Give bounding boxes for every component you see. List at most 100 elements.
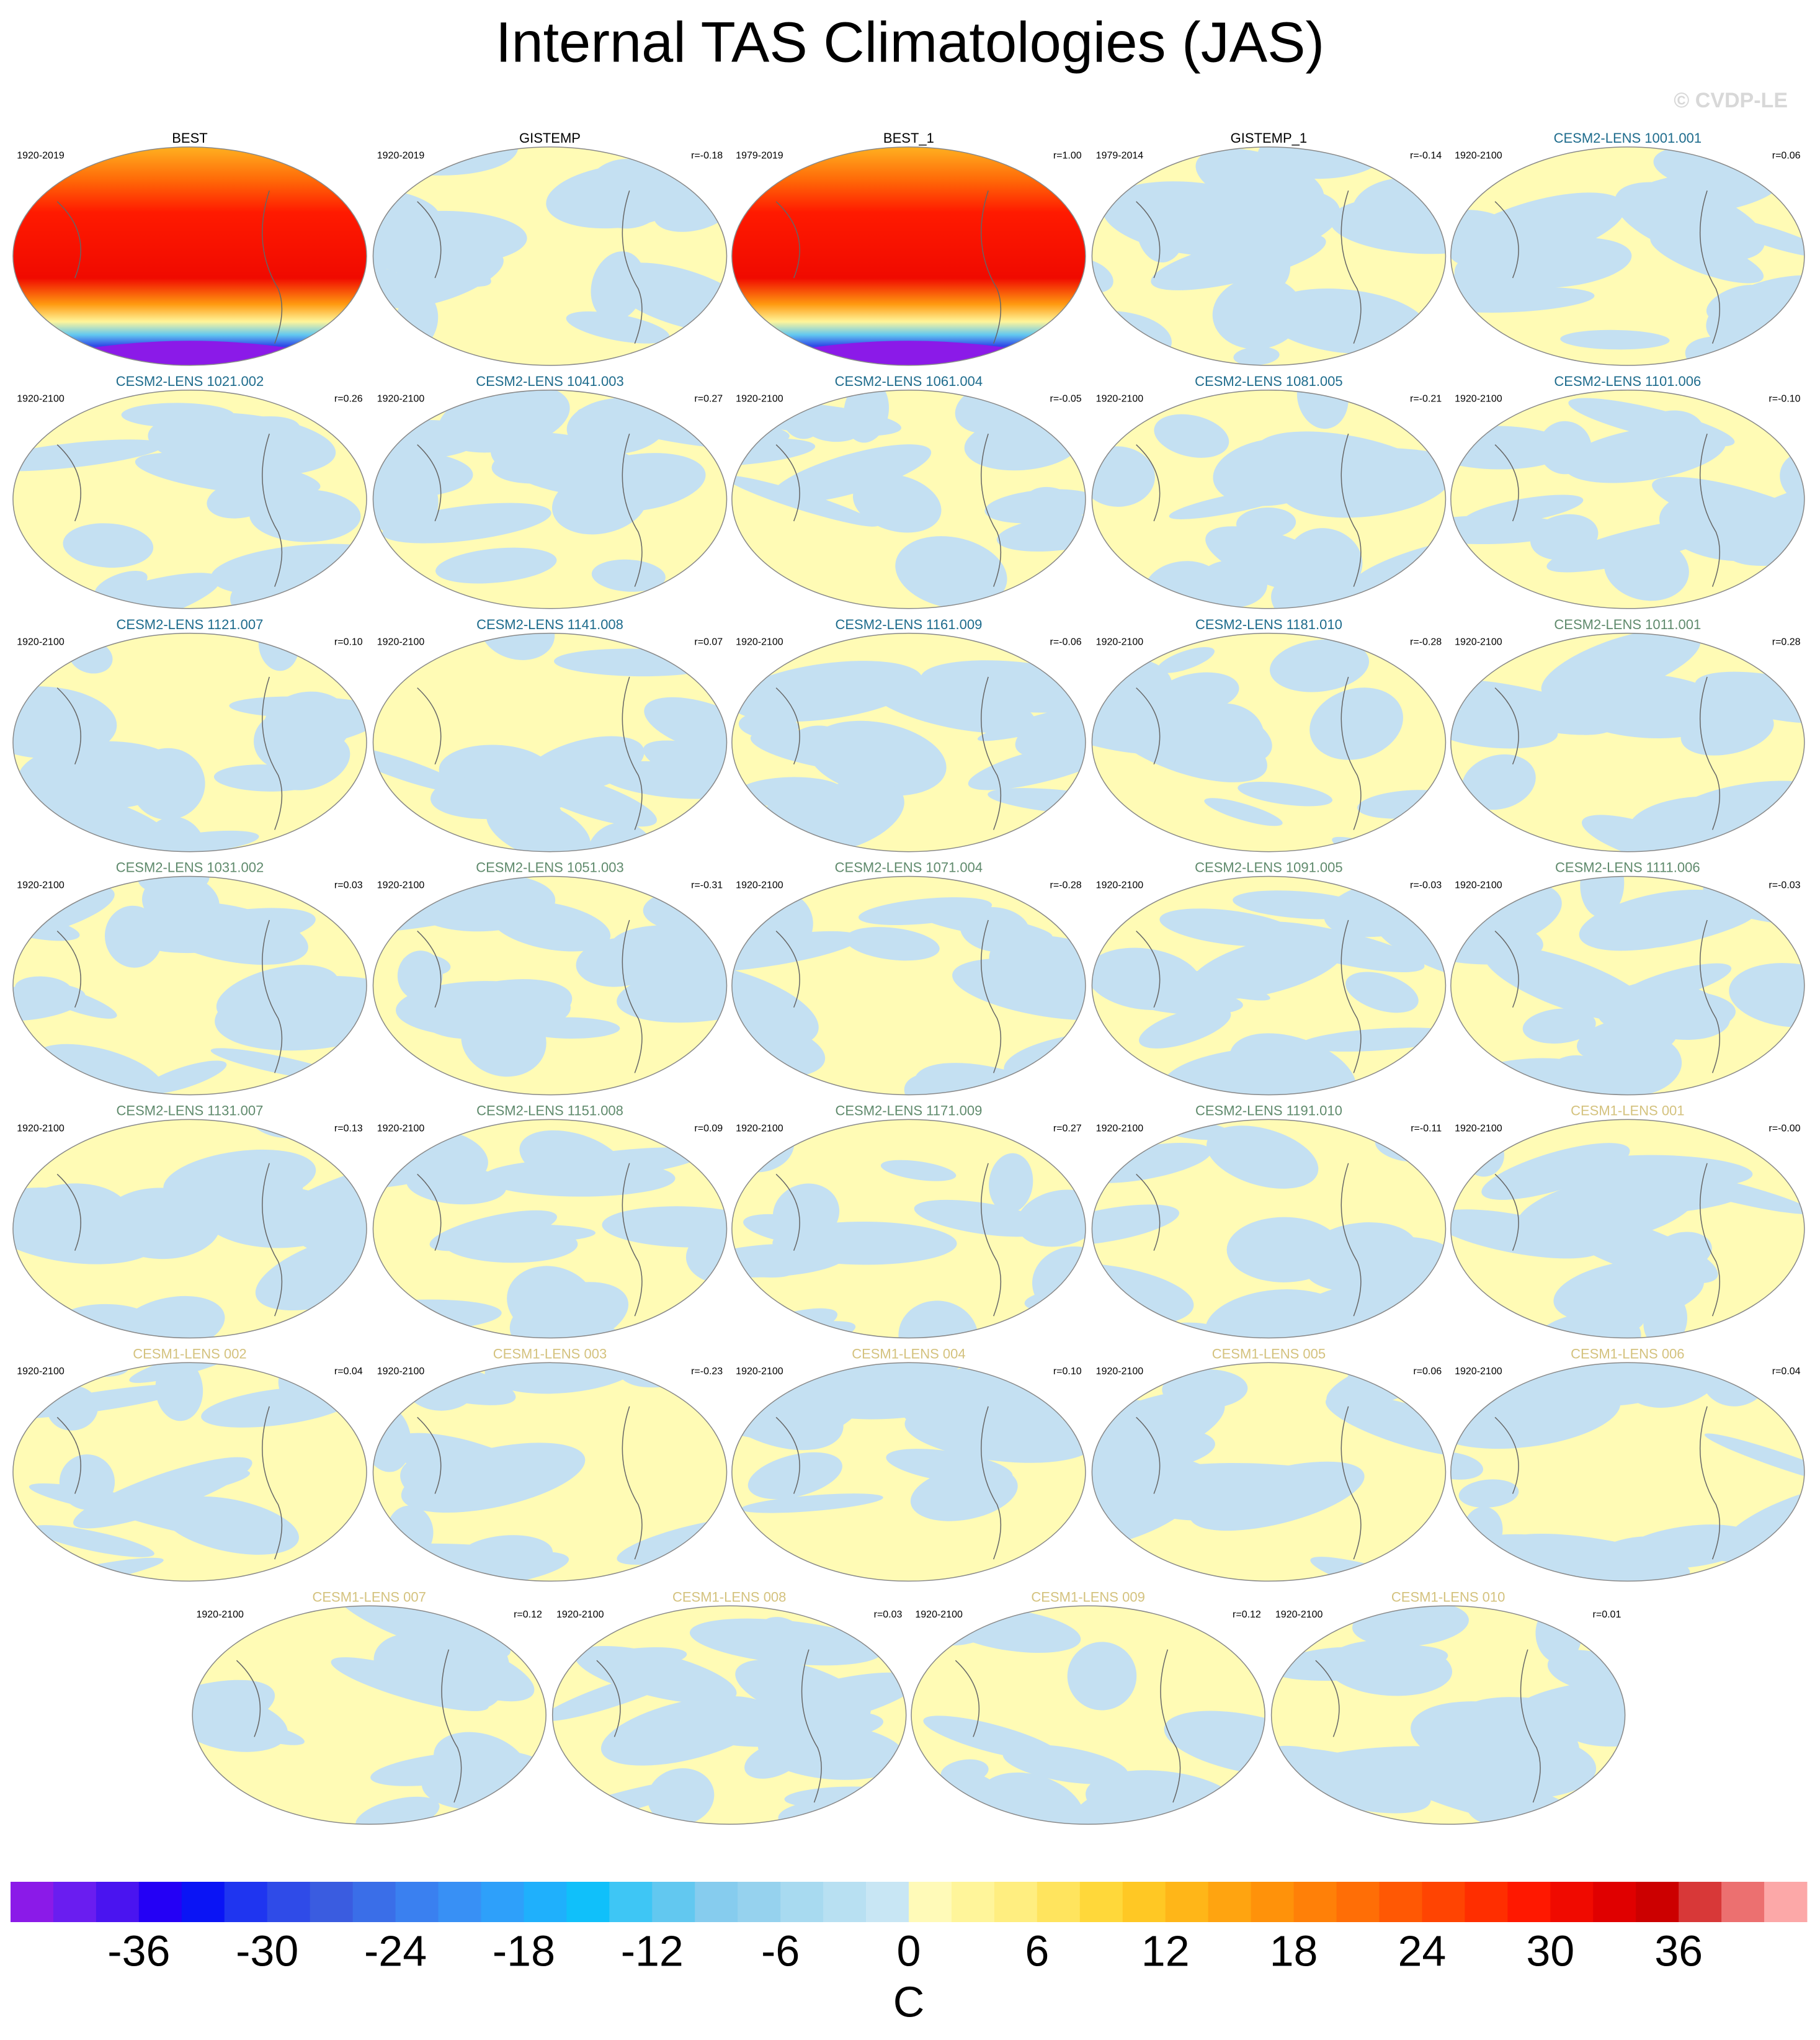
colorbar-box <box>1507 1882 1551 1922</box>
map-outline <box>12 1362 367 1582</box>
coastline <box>1494 1406 1721 1560</box>
coastline <box>596 1649 822 1803</box>
anomaly-region <box>355 1796 440 1825</box>
panel-r: r=0.26 <box>334 394 363 405</box>
panel-years: 1920-2100 <box>1455 1366 1502 1377</box>
anomaly-region <box>607 840 727 852</box>
anomaly-region <box>1190 1461 1365 1531</box>
panel-r: r=-0.21 <box>1410 394 1442 405</box>
panel-r: r=0.10 <box>1053 1366 1082 1377</box>
panel-r: r=0.09 <box>694 1123 723 1134</box>
colorbar-box <box>96 1882 140 1922</box>
colorbar-box <box>951 1882 995 1922</box>
colorbar-box <box>1593 1882 1636 1922</box>
anomaly-region <box>522 1147 704 1181</box>
panel-r: r=-0.14 <box>1410 151 1442 161</box>
anomaly-region <box>1487 766 1527 787</box>
panel-title: CESM2-LENS 1061.004 <box>835 374 983 389</box>
map-field <box>1271 1606 1625 1825</box>
panel-r: r=0.27 <box>694 394 723 405</box>
anomaly-region <box>480 633 555 660</box>
anomaly-region <box>1450 515 1569 545</box>
colorbar-box <box>1079 1882 1123 1922</box>
colorbar-box <box>1336 1882 1380 1922</box>
colorbar-tick-label: 6 <box>1025 1926 1049 1975</box>
anomaly-region <box>591 559 666 592</box>
panel-title: CESM2-LENS 1171.009 <box>835 1103 982 1119</box>
panel-r: r=0.13 <box>334 1123 363 1134</box>
map-panel: CESM1-LENS 007 1920-2100 r=0.12 <box>192 1589 546 1825</box>
panel-years: 1920-2100 <box>17 637 65 648</box>
colorbar-box <box>1122 1882 1166 1922</box>
panel-years: 1920-2100 <box>1096 1366 1144 1377</box>
map-outline <box>1450 875 1805 1096</box>
anomaly-region <box>741 1493 883 1513</box>
panel-r: r=0.27 <box>1053 1123 1082 1134</box>
anomaly-region <box>1604 535 1689 601</box>
panel-r: r=0.06 <box>1413 1366 1442 1377</box>
anomaly-region <box>1212 277 1303 349</box>
map-field <box>192 1606 546 1825</box>
panel-title: CESM2-LENS 1181.010 <box>1195 617 1342 632</box>
colorbar-box <box>738 1882 781 1922</box>
anomaly-region <box>1157 646 1215 673</box>
colorbar-box <box>481 1882 524 1922</box>
colorbar-box <box>652 1882 695 1922</box>
panel-title: CESM2-LENS 1001.001 <box>1554 130 1702 146</box>
anomaly-region <box>147 830 259 852</box>
colorbar-tick-label: -24 <box>364 1926 427 1975</box>
panel-r: r=-0.31 <box>691 880 723 890</box>
map-background <box>731 146 1086 365</box>
colorbar-box <box>310 1882 354 1922</box>
panel-title: CESM2-LENS 1071.004 <box>835 860 983 875</box>
anomaly-region <box>1515 1173 1698 1246</box>
anomaly-region <box>373 746 468 794</box>
colorbar-box <box>695 1882 738 1922</box>
anomaly-region <box>1233 346 1280 365</box>
anomaly-region <box>1612 982 1731 1040</box>
coastline <box>417 1163 643 1317</box>
anomaly-region <box>490 901 611 952</box>
anomaly-region <box>566 311 670 344</box>
coastline <box>775 190 1002 344</box>
anomaly-region <box>1522 1008 1596 1044</box>
panel-title: BEST_1 <box>883 130 934 146</box>
anomaly-region <box>1580 876 1625 918</box>
panel-title: CESM2-LENS 1081.005 <box>1195 374 1342 389</box>
anomaly-region <box>516 797 564 852</box>
panel-years: 1920-2100 <box>377 637 425 648</box>
panel-years: 1920-2100 <box>196 1609 244 1620</box>
anomaly-region <box>948 1459 1005 1511</box>
panel-years: 1920-2100 <box>556 1609 604 1620</box>
anomaly-region <box>609 925 727 991</box>
anomaly-region <box>1450 1209 1601 1259</box>
map-outline <box>1091 875 1447 1096</box>
anomaly-region <box>731 475 878 527</box>
anomaly-region <box>1582 1032 1682 1095</box>
anomaly-region <box>574 1645 737 1704</box>
anomaly-region <box>1454 240 1576 297</box>
panel-years: 1920-2100 <box>1096 637 1144 648</box>
map-outline <box>731 389 1086 609</box>
anomaly-region <box>996 515 1086 552</box>
anomaly-region <box>1484 946 1654 1023</box>
anomaly-region <box>1023 717 1069 776</box>
anomaly-region <box>644 697 727 755</box>
anomaly-region <box>59 1454 115 1510</box>
anomaly-region <box>984 489 1086 524</box>
anomaly-region <box>643 740 727 799</box>
anomaly-region <box>249 489 361 542</box>
panel-years: 1920-2100 <box>1455 637 1502 648</box>
anomaly-region <box>1271 1748 1431 1814</box>
panel-r: r=-0.10 <box>1769 394 1800 405</box>
map-panel: CESM2-LENS 1041.003 1920-2100 r=0.27 <box>372 374 728 609</box>
panel-years: 1920-2100 <box>1455 394 1502 405</box>
panel-r: r=-0.06 <box>1050 637 1081 648</box>
panel-r: r=-0.03 <box>1769 880 1800 890</box>
map-panel: BEST_1 1979-2019 r=1.00 <box>731 130 1086 366</box>
panel-title: CESM2-LENS 1101.006 <box>1554 374 1701 389</box>
anomaly-region <box>1567 1155 1633 1211</box>
colorbar-box <box>1379 1882 1422 1922</box>
colorbar-tick-label: 30 <box>1526 1926 1574 1975</box>
anomaly-region <box>1092 688 1202 755</box>
